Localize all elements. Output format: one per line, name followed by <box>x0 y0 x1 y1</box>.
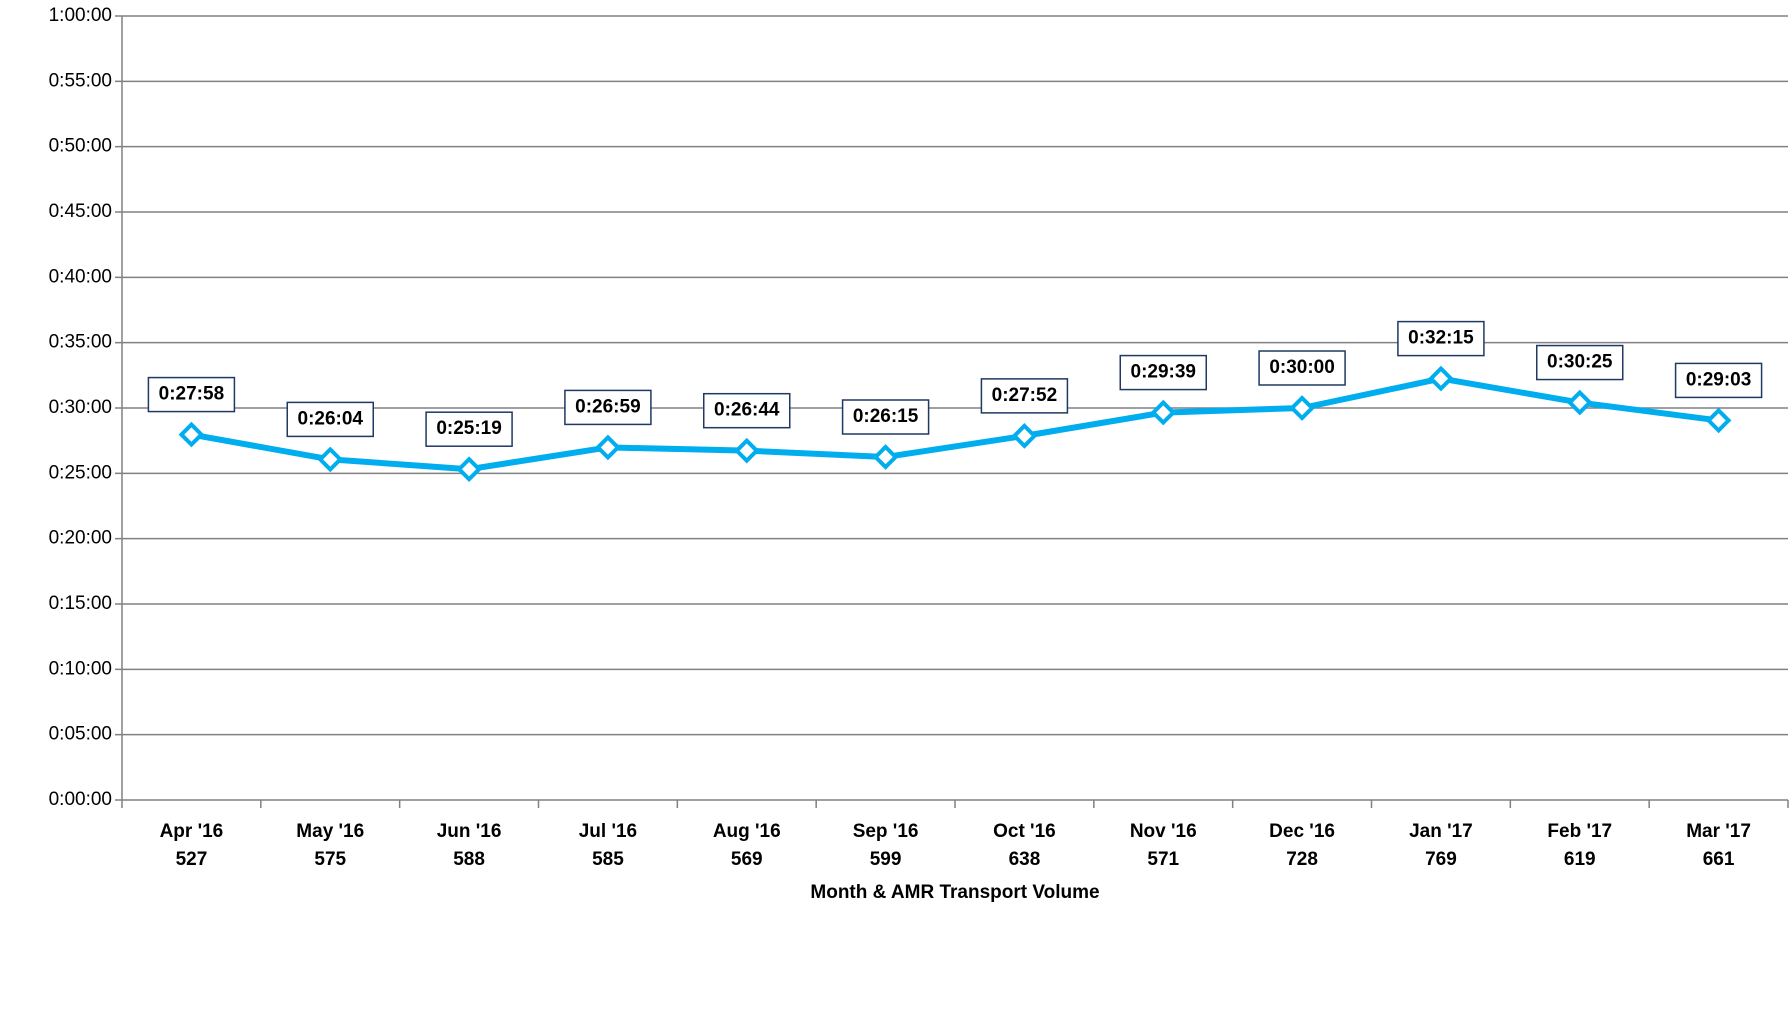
data-label-box <box>286 401 374 438</box>
marker <box>1289 395 1315 421</box>
data-label-box <box>1119 354 1207 391</box>
x-volume-label: 638 <box>1009 849 1041 870</box>
data-label: 0:30:00 <box>1269 357 1335 378</box>
data-label-box <box>1258 350 1346 386</box>
data-label-group: 0:25:19 <box>425 411 513 447</box>
data-label-box <box>1397 320 1485 357</box>
x-tick-label: Aug '16 <box>713 821 781 842</box>
data-label-group: 0:32:15 <box>1397 320 1485 357</box>
data-label: 0:29:39 <box>1131 362 1197 383</box>
x-tick-label: Mar '17 <box>1686 821 1751 842</box>
data-label-box <box>703 392 791 429</box>
marker <box>456 456 482 483</box>
marker <box>1428 365 1454 392</box>
x-tick-label: Oct '16 <box>993 821 1056 842</box>
x-tick-label: Jan '17 <box>1409 821 1473 842</box>
y-tick-label: 0:45:00 <box>49 201 112 222</box>
data-label-box <box>425 411 513 447</box>
data-label: 0:25:19 <box>436 418 502 439</box>
x-tick-label: Dec '16 <box>1269 821 1335 842</box>
x-volume-label: 527 <box>176 849 208 870</box>
marker <box>733 437 760 464</box>
y-tick-label: 0:15:00 <box>49 593 112 614</box>
marker <box>178 421 205 448</box>
y-tick-label: 0:20:00 <box>49 528 112 549</box>
x-volume-label: 575 <box>314 849 346 870</box>
data-label-group: 0:30:00 <box>1258 350 1346 386</box>
data-label-box <box>980 378 1069 414</box>
x-tick-label: Jun '16 <box>437 821 502 842</box>
data-label-box <box>1674 362 1763 399</box>
x-volume-label: 728 <box>1286 849 1318 870</box>
y-tick-label: 0:25:00 <box>49 462 112 483</box>
x-volume-label: 769 <box>1425 849 1457 870</box>
x-volume-label: 569 <box>731 849 763 870</box>
x-volume-label: 661 <box>1703 849 1735 870</box>
data-label-box <box>841 399 930 435</box>
x-axis-title: Month & AMR Transport Volume <box>810 882 1099 903</box>
marker <box>317 446 344 473</box>
marker <box>1705 407 1732 434</box>
y-tick-label: 0:05:00 <box>49 724 112 745</box>
x-tick-label: May '16 <box>296 821 364 842</box>
data-label: 0:26:59 <box>575 396 641 417</box>
data-label: 0:32:15 <box>1408 328 1474 349</box>
data-label-group: 0:26:59 <box>564 389 652 426</box>
x-volume-label: 588 <box>453 849 485 870</box>
data-label-group: 0:29:03 <box>1674 362 1763 399</box>
y-tick-label: 0:35:00 <box>49 332 112 353</box>
data-label-group: 0:27:58 <box>147 376 236 413</box>
x-volume-label: 571 <box>1147 849 1179 870</box>
x-tick-label: Nov '16 <box>1130 821 1197 842</box>
data-label-box <box>147 376 236 413</box>
x-volume-label: 599 <box>870 849 902 870</box>
y-tick-label: 0:30:00 <box>49 397 112 418</box>
x-tick-label: Sep '16 <box>853 821 919 842</box>
data-label-group: 0:26:44 <box>703 392 791 429</box>
data-label: 0:26:04 <box>298 408 364 429</box>
x-tick-label: Apr '16 <box>160 821 224 842</box>
y-tick-label: 1:00:00 <box>49 5 112 26</box>
data-label-box <box>1536 344 1624 381</box>
y-tick-label: 0:55:00 <box>49 70 112 91</box>
y-tick-label: 0:40:00 <box>49 266 112 287</box>
y-tick-label: 0:10:00 <box>49 658 112 679</box>
data-label-group: 0:29:39 <box>1119 354 1207 391</box>
data-label-box <box>564 389 652 426</box>
data-label: 0:27:58 <box>159 384 225 405</box>
line <box>190 375 1719 473</box>
marker <box>595 434 621 461</box>
data-label: 0:26:44 <box>714 400 780 421</box>
data-label: 0:27:52 <box>992 385 1058 406</box>
x-tick-label: Jul '16 <box>579 821 637 842</box>
data-label-group: 0:27:52 <box>980 378 1069 414</box>
data-label: 0:30:25 <box>1547 352 1613 373</box>
marker <box>1566 389 1593 416</box>
y-tick-label: 0:50:00 <box>49 136 112 157</box>
data-label-group: 0:30:25 <box>1536 344 1624 381</box>
marker <box>1011 423 1038 449</box>
data-label: 0:29:03 <box>1686 369 1752 390</box>
marker <box>1150 399 1177 426</box>
marker <box>872 444 899 470</box>
data-label-group: 0:26:15 <box>841 399 930 435</box>
data-label: 0:26:15 <box>853 406 919 427</box>
data-label-group: 0:26:04 <box>286 401 374 438</box>
y-tick-label: 0:00:00 <box>49 789 112 810</box>
x-tick-label: Feb '17 <box>1547 821 1612 842</box>
x-volume-label: 585 <box>592 849 624 870</box>
x-volume-label: 619 <box>1564 849 1596 870</box>
